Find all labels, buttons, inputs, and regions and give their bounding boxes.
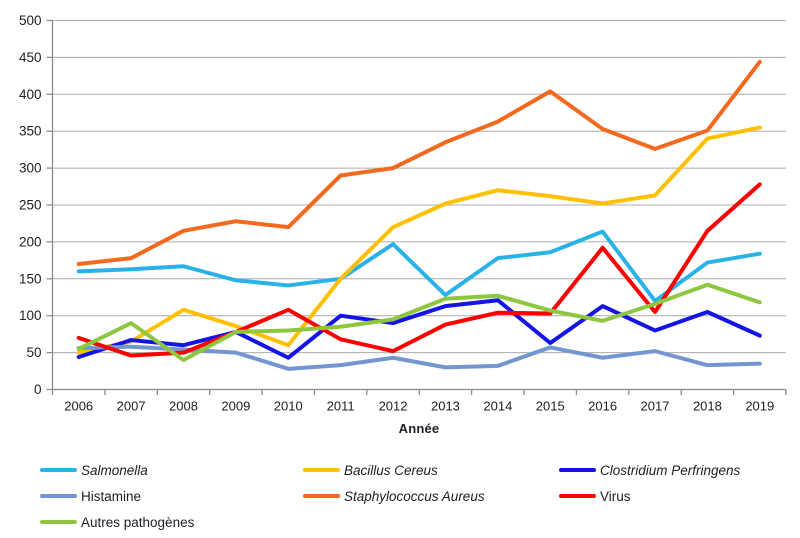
legend-label-bacillus-cereus: Bacillus Cereus [344, 462, 438, 478]
x-tick-label: 2006 [64, 399, 93, 414]
y-tick-label: 50 [26, 345, 41, 360]
series-line-autres-pathogenes [76, 282, 762, 362]
y-tick-label: 100 [19, 308, 42, 323]
series-line-clostridium-perfringens [76, 298, 762, 360]
legend-item-salmonella: Salmonella [40, 463, 303, 478]
x-tick-label: 2013 [431, 399, 460, 414]
legend-label-clostridium-perfringens: Clostridium Perfringens [600, 462, 741, 478]
legend-item-staphylococcus-aureus: Staphylococcus Aureus [303, 489, 559, 504]
x-tick-label: 2015 [536, 399, 565, 414]
x-tick-label: 2017 [641, 399, 670, 414]
legend: Salmonella Bacillus Cereus Clostridium Per… [40, 460, 794, 532]
legend-item-bacillus-cereus: Bacillus Cereus [303, 463, 559, 478]
y-tick-label: 400 [19, 87, 42, 102]
legend-item-clostridium-perfringens: Clostridium Perfringens [559, 463, 794, 478]
legend-item-histamine: Histamine [40, 489, 303, 504]
legend-swatch-virus [559, 494, 596, 498]
y-tick-label: 500 [19, 13, 42, 28]
legend-item-autres-pathogenes: Autres pathogènes [40, 515, 303, 530]
y-tick-label: 150 [19, 271, 42, 286]
y-tick-label: 200 [19, 234, 42, 249]
x-axis-title: Année [398, 421, 440, 436]
y-tick-label: 0 [34, 382, 42, 397]
x-tick-label: 2016 [588, 399, 617, 414]
series-line-staphylococcus-aureus [76, 59, 762, 267]
legend-swatch-salmonella [40, 468, 77, 472]
x-tick-label: 2007 [117, 399, 146, 414]
series-line-virus [76, 182, 762, 358]
y-tick-label: 300 [19, 161, 42, 176]
x-tick-label: 2012 [379, 399, 408, 414]
series-line-salmonella [76, 229, 762, 303]
legend-swatch-autres-pathogenes [40, 520, 77, 524]
plot-area: 0 50 100 150 200 250 300 350 400 450 500 2006 2007 20… [19, 13, 787, 414]
x-tick-label: 2009 [221, 399, 250, 414]
legend-item-virus: Virus [559, 489, 794, 504]
legend-swatch-staphylococcus-aureus [303, 494, 340, 498]
y-tick-label: 350 [19, 124, 42, 139]
x-tick-label: 2019 [745, 399, 774, 414]
y-tick-label: 250 [19, 198, 42, 213]
legend-label-staphylococcus-aureus: Staphylococcus Aureus [344, 488, 485, 504]
series-line-bacillus-cereus [76, 125, 762, 355]
y-tick-label: 450 [19, 50, 42, 65]
x-tick-label: 2008 [169, 399, 198, 414]
x-tick-label: 2018 [693, 399, 722, 414]
legend-label-virus: Virus [600, 488, 631, 504]
legend-label-autres-pathogenes: Autres pathogènes [81, 514, 195, 530]
legend-label-histamine: Histamine [81, 488, 142, 504]
legend-swatch-bacillus-cereus [303, 468, 340, 472]
x-tick-label: 2011 [327, 399, 355, 414]
x-tick-label: 2014 [483, 399, 512, 414]
legend-swatch-clostridium-perfringens [559, 468, 596, 472]
x-tick-label: 2010 [274, 399, 303, 414]
legend-label-salmonella: Salmonella [81, 462, 148, 478]
legend-swatch-histamine [40, 494, 77, 498]
